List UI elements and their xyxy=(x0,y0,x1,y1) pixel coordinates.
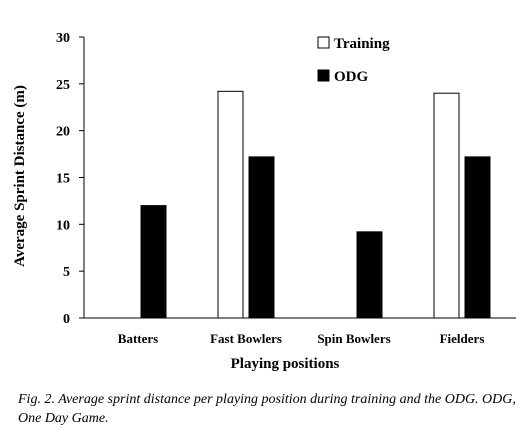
legend-swatch-odg xyxy=(317,69,330,82)
y-tick-label: 30 xyxy=(56,31,70,46)
bar-odg-fast-bowlers xyxy=(248,156,275,319)
bar-odg-batters xyxy=(140,205,167,319)
bars xyxy=(140,90,491,319)
x-axis-label: Playing positions xyxy=(231,356,340,372)
bar-training-fast-bowlers xyxy=(217,90,244,319)
x-tick-label: Spin Bowlers xyxy=(317,331,390,346)
y-tick-label: 0 xyxy=(63,312,70,327)
x-tick-label: Fast Bowlers xyxy=(210,331,282,346)
category-labels: Batters Fast Bowlers Spin Bowlers Fielders xyxy=(118,331,485,346)
bar-training-fielders xyxy=(433,92,460,319)
y-ticks: 0 5 10 15 20 25 30 xyxy=(56,31,84,327)
legend-label-odg: ODG xyxy=(334,69,369,85)
y-tick-label: 25 xyxy=(56,78,70,93)
x-tick-label: Batters xyxy=(118,331,158,346)
legend-swatch-training xyxy=(317,36,330,49)
y-tick-label: 20 xyxy=(56,125,70,140)
legend: Training ODG xyxy=(317,36,390,85)
bar-odg-spin-bowlers xyxy=(356,231,383,319)
y-tick-label: 5 xyxy=(63,265,70,280)
x-tick-label: Fielders xyxy=(440,331,485,346)
legend-label-training: Training xyxy=(334,36,390,52)
figure-caption: Fig. 2. Average sprint distance per play… xyxy=(18,392,516,426)
bar-odg-fielders xyxy=(464,156,491,319)
y-axis-label: Average Sprint Distance (m) xyxy=(12,85,28,267)
bar-chart: 0 5 10 15 20 25 30 Batters Fast Bowlers Spin Bow… xyxy=(12,31,516,372)
y-tick-label: 15 xyxy=(56,172,70,187)
y-tick-label: 10 xyxy=(56,218,70,233)
